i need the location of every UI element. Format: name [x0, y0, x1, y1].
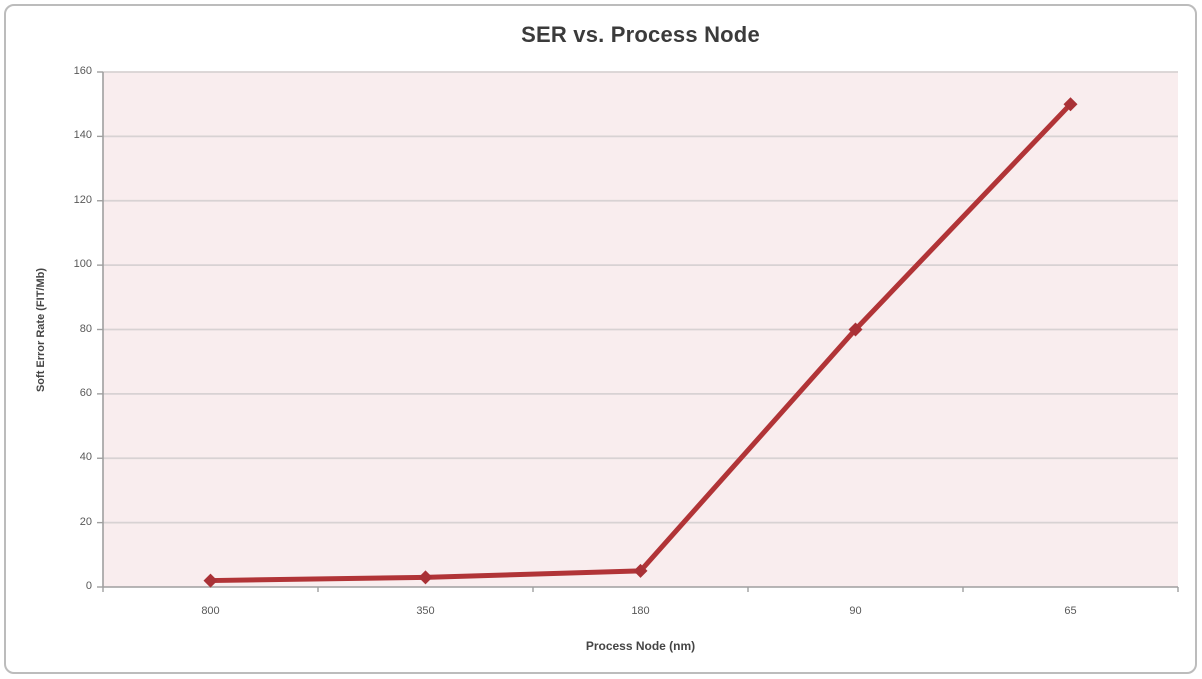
x-tick-label: 350 [416, 605, 435, 617]
x-tick-label: 90 [849, 605, 862, 617]
x-tick-label: 800 [201, 605, 220, 617]
y-tick-label: 40 [79, 451, 92, 464]
y-tick-label: 80 [79, 322, 92, 335]
y-tick-label: 120 [73, 193, 92, 206]
x-tick-label: 65 [1064, 605, 1077, 617]
y-tick-label: 20 [79, 515, 92, 528]
x-axis-title: Process Node (nm) [585, 639, 696, 653]
y-tick-label: 60 [79, 386, 92, 399]
x-tick-label: 180 [631, 605, 650, 617]
data-point-marker [848, 322, 863, 337]
data-point-marker [418, 570, 433, 585]
y-tick-label: 100 [73, 258, 92, 271]
data-point-marker [203, 573, 218, 588]
data-point-marker [1063, 97, 1078, 112]
chart-title: SER vs. Process Node [521, 22, 760, 47]
y-tick-label: 140 [73, 129, 92, 142]
y-tick-label: 160 [73, 65, 92, 77]
y-tick-label: 0 [85, 580, 92, 592]
data-point-marker [633, 563, 648, 578]
